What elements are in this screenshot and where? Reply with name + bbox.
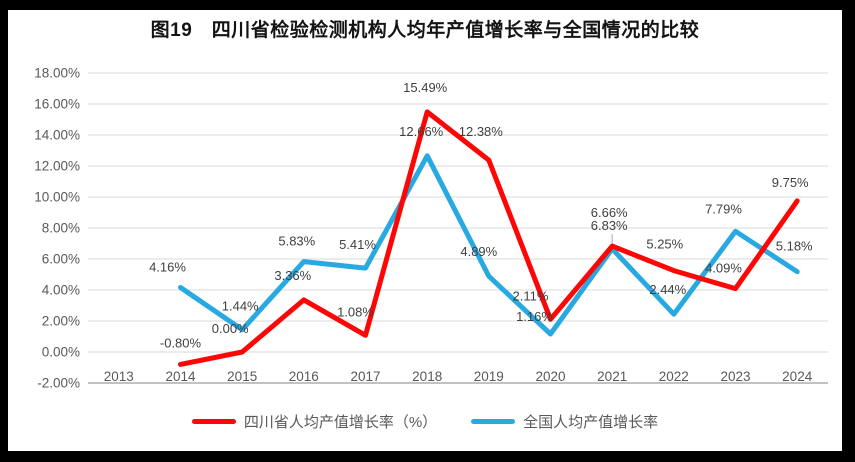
y-axis-tick-label: 6.00%: [42, 252, 80, 267]
y-axis-tick-label: 4.00%: [42, 283, 80, 298]
data-label: 4.89%: [460, 244, 497, 259]
x-axis-tick-label: 2019: [474, 369, 504, 384]
data-label: 15.49%: [403, 80, 448, 95]
y-axis-tick-label: 2.00%: [42, 314, 80, 329]
chart-title: 图19 四川省检验检测机构人均年产值增长率与全国情况的比较: [150, 20, 700, 41]
data-label: 12.38%: [459, 124, 504, 139]
data-label: 12.66%: [399, 124, 444, 139]
y-axis-tick-label: 10.00%: [34, 190, 80, 205]
data-label: 0.00%: [212, 321, 249, 336]
x-axis-tick-label: 2020: [535, 369, 565, 384]
chart-card: 图19 四川省检验检测机构人均年产值增长率与全国情况的比较 18.00% 16.0…: [8, 10, 842, 451]
series-line-sichuan: [178, 109, 800, 367]
y-axis-tick-label: -2.00%: [37, 376, 80, 391]
legend-swatch-sichuan: [191, 418, 236, 424]
legend-label-national: 全国人均产值增长率: [523, 413, 659, 431]
y-axis-tick-label: 14.00%: [34, 128, 80, 143]
data-label: 2.11%: [513, 288, 549, 303]
line-chart: 18.00% 16.00% 14.00% 12.00% 10.00% 8.00% 6.00%…: [34, 66, 828, 391]
data-label: 4.16%: [149, 260, 186, 275]
x-axis-tick-label: 2022: [659, 369, 689, 384]
x-axis-tick-label: 2016: [289, 369, 319, 384]
data-label: 1.08%: [337, 304, 374, 319]
legend-item-sichuan: 四川省人均产值增长率（%）: [191, 411, 438, 432]
data-label: -0.80%: [160, 335, 202, 350]
y-axis-tick-label: 16.00%: [34, 97, 80, 112]
data-label: 4.09%: [705, 261, 742, 276]
x-axis-tick-label: 2018: [412, 369, 442, 384]
data-label: 5.25%: [646, 237, 683, 252]
data-label: 5.83%: [278, 234, 315, 249]
data-label: 2.44%: [649, 282, 686, 297]
x-axis-tick-label: 2013: [104, 369, 134, 384]
data-label: 5.18%: [776, 239, 813, 254]
legend-swatch-national: [471, 418, 516, 424]
y-axis-tick-label: 12.00%: [34, 159, 80, 174]
legend-item-national: 全国人均产值增长率: [471, 411, 658, 432]
data-label: 3.36%: [274, 268, 311, 283]
y-axis-tick-label: 0.00%: [42, 345, 80, 360]
x-axis-tick-label: 2023: [720, 369, 750, 384]
x-axis-tick-label: 2017: [350, 369, 380, 384]
series-line-national: [178, 153, 800, 337]
data-label: 1.44%: [222, 299, 259, 314]
x-axis-tick-label: 2021: [597, 369, 627, 384]
data-label: 1.16%: [516, 309, 553, 324]
x-axis-tick-label: 2014: [165, 369, 196, 384]
data-label: 9.75%: [772, 175, 809, 190]
data-label: 6.83%: [591, 218, 628, 233]
data-label: 7.79%: [705, 201, 742, 216]
data-label: 5.41%: [339, 237, 376, 252]
legend-label-sichuan: 四川省人均产值增长率（%）: [243, 413, 438, 431]
x-axis-tick-label: 2024: [782, 369, 813, 384]
y-axis-tick-label: 8.00%: [42, 221, 80, 236]
chart-legend: 四川省人均产值增长率（%） 全国人均产值增长率: [8, 409, 842, 433]
y-axis-tick-label: 18.00%: [34, 66, 80, 81]
x-axis-tick-label: 2015: [227, 369, 257, 384]
data-label: 6.66%: [591, 205, 628, 220]
